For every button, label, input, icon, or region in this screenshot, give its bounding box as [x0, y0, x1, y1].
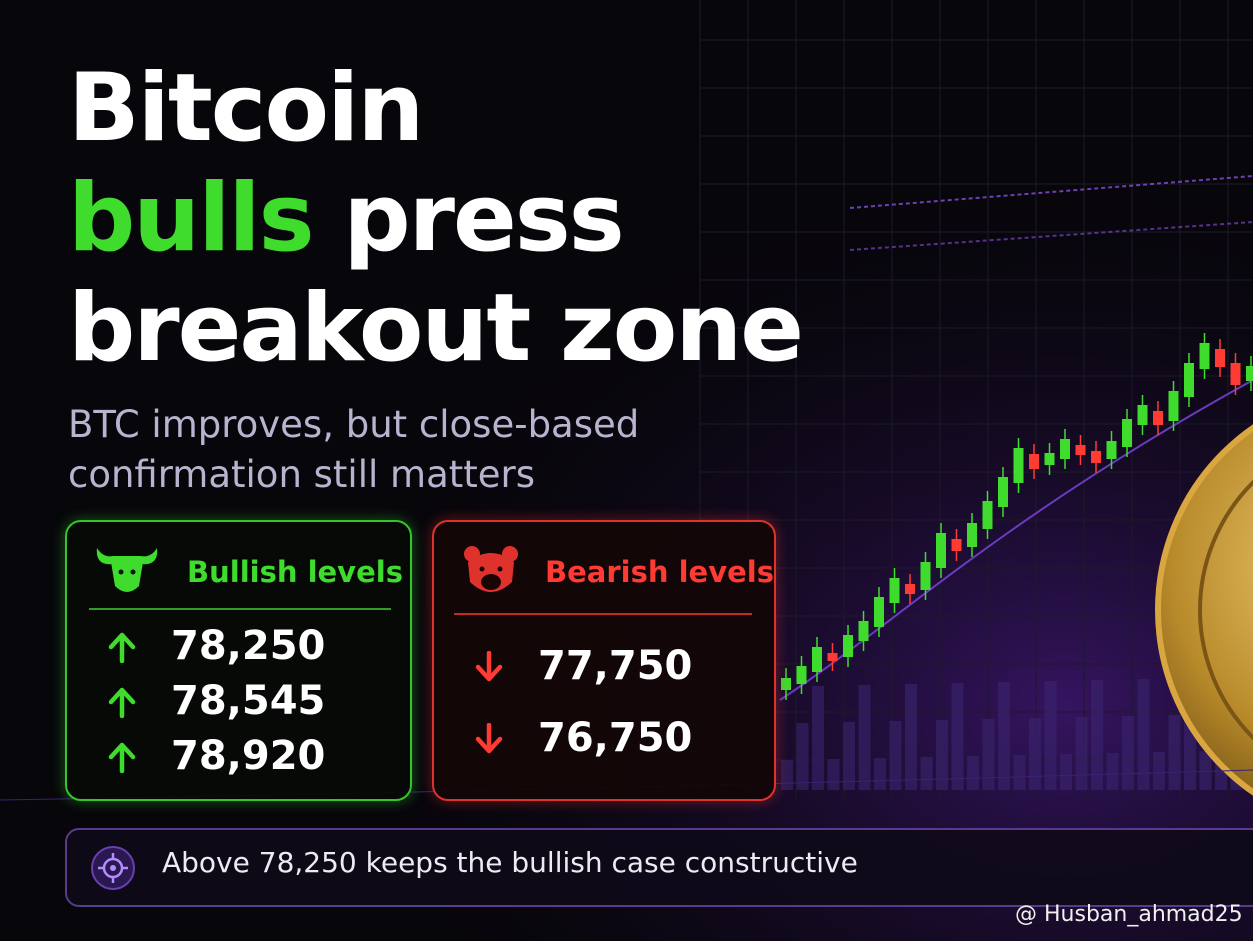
up-arrow: [108, 632, 136, 663]
headline-text: breakout zone: [68, 274, 804, 383]
candle-body: [1215, 349, 1225, 367]
candle-body: [781, 678, 791, 690]
headline-line: Bitcoin: [68, 62, 424, 156]
candle-body: [1075, 445, 1086, 455]
volume-bar: [936, 720, 948, 790]
watermark: @ Husban_ahmad25: [1015, 902, 1243, 927]
bitcoin-coin: [1155, 424, 1253, 796]
panel-title: Bearish levels: [545, 555, 774, 589]
candle-body: [889, 578, 900, 603]
headline-line: bulls press: [68, 172, 625, 266]
candle-body: [1184, 363, 1194, 397]
level-value: 78,920: [171, 733, 326, 779]
candle-body: [858, 621, 869, 641]
headline-highlight: bulls: [68, 164, 315, 273]
volume-bar: [874, 758, 886, 790]
coin-ring: [1198, 479, 1253, 741]
candle-body: [874, 597, 884, 627]
candle-body: [1013, 448, 1024, 483]
headline-text: press: [343, 164, 624, 273]
candle-body: [796, 666, 807, 684]
candle-body: [812, 647, 822, 672]
volume-bar: [827, 759, 840, 790]
divider: [89, 608, 391, 610]
candle-body: [1199, 343, 1210, 369]
volume-bar: [843, 722, 855, 790]
candle-body: [1060, 439, 1070, 459]
divider: [454, 613, 752, 615]
candle-body: [843, 635, 853, 657]
note-box: [65, 828, 1253, 907]
candle-body: [1029, 454, 1039, 469]
candle-body: [982, 501, 993, 529]
target-icon: [91, 846, 135, 890]
volume-bar: [1060, 754, 1072, 790]
volume-bar: [781, 760, 793, 790]
volume-bar: [1199, 751, 1212, 790]
candle-body: [936, 533, 946, 568]
headline-line: breakout zone: [68, 282, 804, 376]
candle-body: [1106, 441, 1117, 459]
headline-text: Bitcoin: [68, 54, 424, 163]
volume-bar: [982, 719, 995, 790]
volume-bar: [1122, 716, 1134, 790]
volume-bar: [796, 723, 809, 790]
bullish-panel: Bullish levels 78,250 78,545 78,920: [65, 520, 412, 801]
grid: [699, 0, 1253, 800]
glow-line: [849, 175, 1253, 209]
down-arrow: [475, 723, 503, 754]
candle-body: [1246, 366, 1253, 381]
trend-line: [779, 379, 1253, 701]
volume-bar: [1075, 717, 1088, 790]
volume-bar: [1168, 715, 1181, 790]
candle-body: [951, 539, 962, 551]
volume-bar: [1153, 752, 1165, 790]
candle-body: [1137, 405, 1148, 425]
volume-bar: [920, 757, 933, 790]
candle-body: [998, 477, 1008, 507]
volume-bar: [967, 756, 979, 790]
volume-bar: [905, 684, 917, 790]
up-arrow: [108, 687, 136, 718]
glow-line: [849, 221, 1253, 251]
candle-body: [920, 562, 931, 590]
candle-body: [827, 653, 838, 661]
bull-icon: [96, 548, 158, 592]
candle-body: [1168, 391, 1179, 421]
volume-bar: [951, 683, 964, 790]
up-arrow: [108, 742, 136, 773]
candle-body: [1230, 363, 1241, 385]
volume-bar: [1137, 679, 1150, 790]
volume-bar: [858, 685, 871, 790]
volume-bar: [1013, 755, 1026, 790]
candle-body: [1044, 453, 1055, 465]
bear-icon: [464, 546, 518, 592]
candles: [781, 333, 1253, 700]
candle-body: [1153, 411, 1163, 425]
volume-bar: [1029, 718, 1041, 790]
down-arrow: [475, 651, 503, 682]
subtitle: BTC improves, but close-based confirmati…: [68, 403, 640, 496]
candle-body: [1122, 419, 1132, 447]
volume-bar: [1091, 680, 1103, 790]
bearish-panel: Bearish levels 77,750 76,750: [432, 520, 776, 801]
volume-bar: [1106, 753, 1119, 790]
volume-bar: [812, 686, 824, 790]
note-text: Above 78,250 keeps the bullish case cons…: [162, 846, 858, 879]
volume-bar: [889, 721, 902, 790]
level-value: 78,250: [171, 623, 326, 669]
candle-body: [905, 584, 915, 594]
volume-bar: [1044, 681, 1057, 790]
volume-bar: [998, 682, 1010, 790]
level-value: 78,545: [171, 678, 326, 724]
candle-body: [967, 523, 977, 547]
candle-body: [1091, 451, 1101, 463]
level-value: 76,750: [538, 715, 693, 761]
level-value: 77,750: [538, 643, 693, 689]
panel-title: Bullish levels: [187, 555, 403, 589]
